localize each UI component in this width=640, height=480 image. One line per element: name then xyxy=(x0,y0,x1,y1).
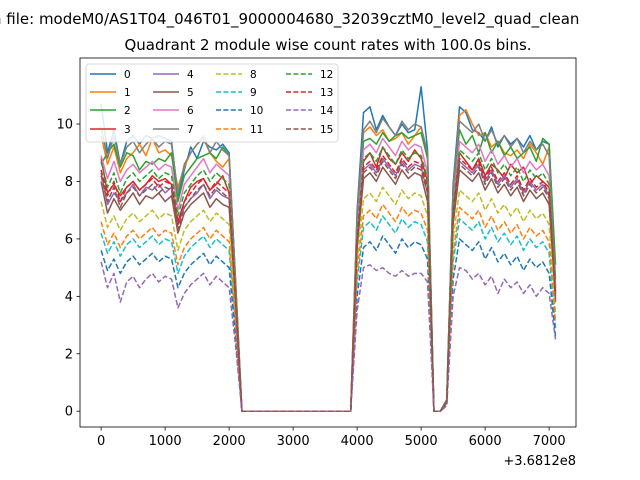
x-offset-label: +3.6812e8 xyxy=(503,454,576,469)
legend-label-15: 15 xyxy=(320,124,333,136)
legend-label-3: 3 xyxy=(124,124,131,136)
figure-suptitle: n file: modeM0/AS1T04_046T01_9000004680_… xyxy=(0,10,579,29)
x-tick-label: 1000 xyxy=(149,434,182,449)
x-tick-label: 5000 xyxy=(405,434,438,449)
legend-label-2: 2 xyxy=(124,105,131,117)
x-tick-label: 2000 xyxy=(213,434,246,449)
legend-label-13: 13 xyxy=(320,87,333,99)
series-line-11 xyxy=(100,203,557,412)
plot-area: 0 1000 2000 3000 4000 5000 6000 700002468100123… xyxy=(56,57,577,449)
legend-box xyxy=(85,63,339,143)
x-tick-label: 3000 xyxy=(277,434,310,449)
x-tick-label: 4000 xyxy=(341,434,374,449)
chart-title: Quadrant 2 module wise count rates with … xyxy=(124,36,531,54)
legend-label-10: 10 xyxy=(250,105,263,117)
series-lines xyxy=(100,85,557,412)
legend-label-5: 5 xyxy=(187,87,194,99)
legend-label-0: 0 xyxy=(124,69,131,81)
legend-label-8: 8 xyxy=(250,69,257,81)
series-line-12 xyxy=(100,146,557,412)
axes-frame xyxy=(79,57,577,428)
legend-label-11: 11 xyxy=(250,124,263,136)
legend-label-1: 1 xyxy=(124,87,131,99)
legend-label-7: 7 xyxy=(187,124,194,136)
y-tick-label: 0 xyxy=(65,405,73,420)
x-tick-label: 0 xyxy=(97,434,105,449)
y-tick-label: 2 xyxy=(65,347,73,362)
y-tick-label: 10 xyxy=(56,118,73,133)
series-line-13 xyxy=(100,154,557,412)
y-tick-label: 6 xyxy=(65,232,73,247)
series-line-15 xyxy=(100,160,557,412)
legend-label-6: 6 xyxy=(187,105,194,117)
x-tick-label: 6000 xyxy=(469,434,502,449)
legend-label-12: 12 xyxy=(320,69,333,81)
legend-label-9: 9 xyxy=(250,87,257,99)
y-tick-label: 8 xyxy=(65,175,73,190)
y-tick-label: 4 xyxy=(65,290,73,305)
legend-label-14: 14 xyxy=(320,105,334,117)
legend-label-4: 4 xyxy=(187,69,194,81)
x-tick-label: 7000 xyxy=(533,434,566,449)
